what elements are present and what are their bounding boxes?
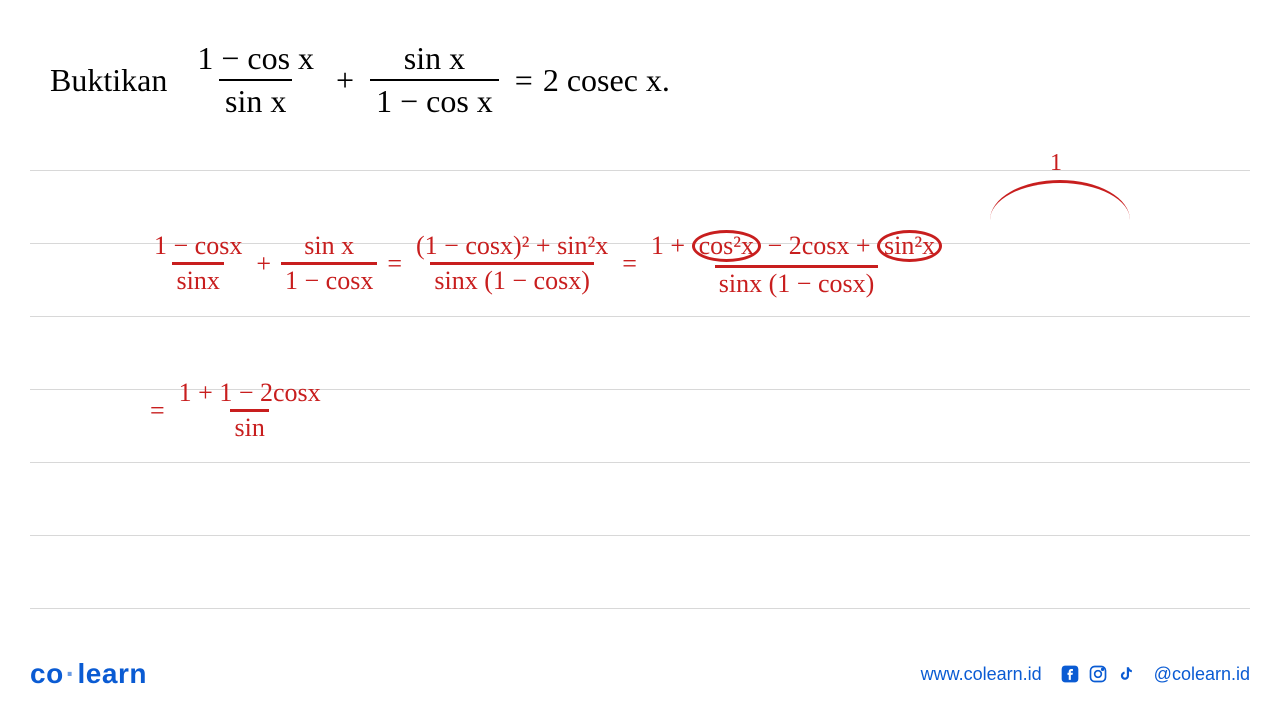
hw-plus: + [256, 251, 271, 277]
footer-right: www.colearn.id @colearn.id [921, 664, 1250, 685]
fraction-1: 1 − cos x sin x [191, 40, 320, 120]
frac2-den: 1 − cos x [370, 79, 499, 120]
brand-logo: co·learn [30, 658, 147, 690]
instagram-icon [1088, 664, 1108, 684]
logo-dot: · [66, 658, 76, 689]
social-icons [1060, 664, 1136, 684]
circled-cos2x: cos²x [692, 230, 761, 262]
ruled-line [30, 608, 1250, 609]
hw-frac-5: 1 + 1 − 2cosx sin [175, 380, 325, 441]
hw-eq-3: = [150, 398, 165, 424]
hw-frac-1: 1 − cosx sinx [150, 233, 246, 294]
footer-handle: @colearn.id [1154, 664, 1250, 685]
footer: co·learn www.colearn.id @colearn.id [30, 658, 1250, 690]
circled-sin2x: sin²x [877, 230, 942, 262]
facebook-icon [1060, 664, 1080, 684]
frac2-num: sin x [398, 40, 471, 79]
hw-frac4-num-c: − 2cosx + [768, 231, 871, 260]
handwritten-row-2: = 1 + 1 − 2cosx sin [140, 380, 325, 441]
ruled-line [30, 170, 1250, 171]
footer-url: www.colearn.id [921, 664, 1042, 685]
hw-frac1-num: 1 − cosx [150, 233, 246, 262]
logo-part-a: co [30, 658, 64, 689]
problem-word: Buktikan [50, 62, 167, 99]
logo-part-b: learn [78, 658, 147, 689]
hw-eq-1: = [387, 251, 402, 277]
hw-frac1-den: sinx [172, 262, 223, 294]
hw-frac5-den: sin [230, 409, 268, 441]
hw-frac4-num: 1 + cos²x − 2cosx + sin²x [647, 230, 946, 265]
hw-frac-4: 1 + cos²x − 2cosx + sin²x sinx (1 − cosx… [647, 230, 946, 297]
hw-frac3-den: sinx (1 − cosx) [430, 262, 593, 294]
tiktok-icon [1116, 664, 1136, 684]
arc-label-one: 1 [1050, 150, 1062, 177]
hw-frac4-num-a: 1 + [651, 231, 685, 260]
hw-frac3-num: (1 − cosx)² + sin²x [412, 233, 612, 262]
hw-frac2-den: 1 − cosx [281, 262, 377, 294]
problem-statement: Buktikan 1 − cos x sin x + sin x 1 − cos… [50, 40, 670, 120]
hw-eq-2: = [622, 251, 637, 277]
equals-op: = [515, 62, 533, 99]
ruled-line [30, 535, 1250, 536]
ruled-line [30, 316, 1250, 317]
hw-frac-2: sin x 1 − cosx [281, 233, 377, 294]
hw-frac4-den: sinx (1 − cosx) [715, 265, 878, 297]
frac1-num: 1 − cos x [191, 40, 320, 79]
hw-frac-3: (1 − cosx)² + sin²x sinx (1 − cosx) [412, 233, 612, 294]
rhs: 2 cosec x. [543, 62, 670, 99]
hw-frac2-num: sin x [300, 233, 358, 262]
frac1-den: sin x [219, 79, 292, 120]
plus-op: + [336, 62, 354, 99]
handwritten-row-1: 1 − cosx sinx + sin x 1 − cosx = (1 − co… [150, 230, 946, 297]
hw-frac5-num: 1 + 1 − 2cosx [175, 380, 325, 409]
fraction-2: sin x 1 − cos x [370, 40, 499, 120]
ruled-line [30, 462, 1250, 463]
